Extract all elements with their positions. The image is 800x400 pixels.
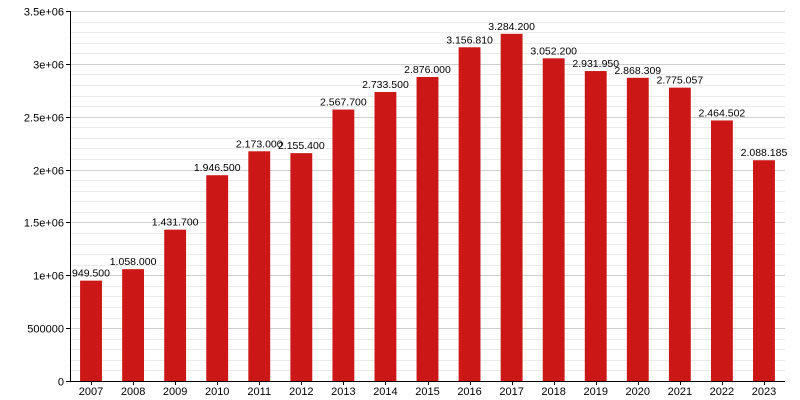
x-tick-label-2013: 2013 [331, 386, 355, 398]
data-label-2012: 2.155.400 [278, 140, 325, 152]
x-tick-label-2009: 2009 [163, 386, 187, 398]
x-tick-label-2023: 2023 [752, 386, 776, 398]
data-label-2022: 2.464.502 [699, 107, 746, 119]
y-tick-label: 3.5e+06 [24, 7, 64, 19]
bar-2014 [374, 92, 397, 381]
bar-2013 [332, 109, 355, 381]
bar-2011 [248, 151, 271, 381]
data-label-2010: 1.946.500 [194, 162, 241, 174]
bar-2019 [584, 71, 607, 382]
bar-2016 [458, 47, 481, 381]
bar-2009 [164, 229, 187, 381]
data-label-2011: 2.173.000 [236, 138, 283, 150]
bar-2018 [542, 58, 565, 381]
bar-2007 [80, 280, 102, 381]
axes: 2007 2008 2009 2010 2011 2012 2013 2014 2015 2016… [24, 7, 785, 398]
x-tick-label-2020: 2020 [626, 386, 650, 398]
data-label-2009: 1.431.700 [152, 217, 199, 229]
y-tick-label: 3e+06 [33, 60, 64, 72]
y-tick-label: 2.5e+06 [24, 113, 64, 125]
y-tick-label: 500000 [27, 324, 64, 336]
x-tick-label-2021: 2021 [668, 386, 692, 398]
bar-2023 [753, 160, 775, 381]
x-tick-label-2014: 2014 [373, 386, 397, 398]
bar-2017 [500, 33, 523, 382]
bar-2021 [668, 87, 691, 381]
data-label-2007: 949.500 [72, 268, 110, 280]
x-tick-label-2016: 2016 [457, 386, 481, 398]
bars [80, 33, 775, 382]
x-tick-label-2019: 2019 [583, 386, 607, 398]
y-tick-label: 2e+06 [33, 166, 64, 178]
x-tick-label-2018: 2018 [541, 386, 565, 398]
y-tick-label: 0 [58, 377, 64, 389]
x-tick-label-2008: 2008 [121, 386, 145, 398]
bar-2012 [290, 153, 313, 381]
x-tick-label-2015: 2015 [415, 386, 439, 398]
x-tick-label-2011: 2011 [247, 386, 271, 398]
bar-2010 [206, 175, 229, 381]
y-tick-label: 1.5e+06 [24, 218, 64, 230]
x-tick-label-2022: 2022 [710, 386, 734, 398]
data-label-2016: 3.156.810 [446, 34, 493, 46]
data-label-2015: 2.876.000 [404, 64, 451, 76]
bar-2015 [416, 76, 439, 382]
x-tick-label-2017: 2017 [499, 386, 523, 398]
data-label-2021: 2.775.057 [656, 75, 703, 87]
x-tick-label-2010: 2010 [205, 386, 229, 398]
data-label-2008: 1.058.000 [110, 256, 157, 268]
data-label-2018: 3.052.200 [530, 45, 577, 57]
data-label-2020: 2.868.309 [614, 65, 661, 77]
x-tick-label-2012: 2012 [289, 386, 313, 398]
data-label-2014: 2.733.500 [362, 79, 409, 91]
bar-2022 [710, 120, 733, 382]
data-label-2023: 2.088.185 [741, 147, 788, 159]
data-label-2013: 2.567.700 [320, 97, 367, 109]
data-label-2019: 2.931.950 [572, 58, 619, 70]
data-label-2017: 3.284.200 [488, 21, 535, 33]
bar-2020 [626, 77, 649, 382]
y-tick-label: 1e+06 [33, 271, 64, 283]
x-tick-label-2007: 2007 [79, 386, 103, 398]
bar-2008 [122, 269, 145, 381]
